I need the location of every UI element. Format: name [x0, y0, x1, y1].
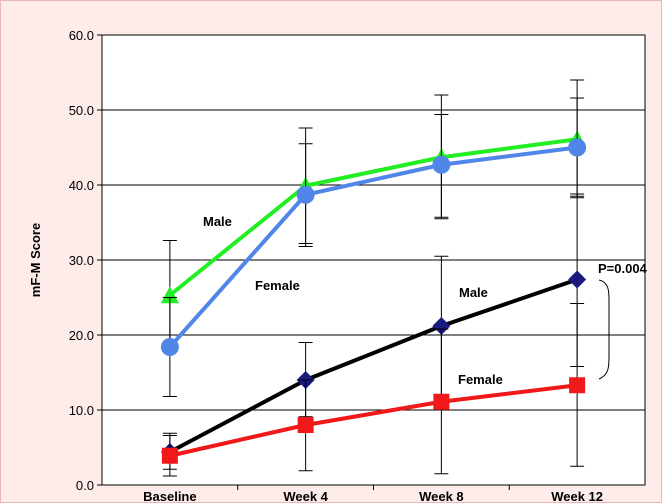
series-line — [169, 383, 578, 458]
data-point — [161, 447, 178, 464]
y-tick-label: 0.0 — [76, 478, 94, 493]
y-tick-label: 10.0 — [69, 403, 94, 418]
p-value-label: P=0.004 — [598, 261, 648, 276]
annotation-female-lower: Female — [458, 372, 503, 387]
annotation-female-upper: Female — [255, 278, 300, 293]
x-tick-label: Week 12 — [551, 489, 603, 503]
significance-bracket — [598, 279, 610, 380]
y-tick-label: 20.0 — [69, 328, 94, 343]
axes: 0.0 10.0 20.0 30.0 40.0 50.0 60.0 Baseline Week … — [69, 28, 646, 503]
data-point — [433, 393, 450, 410]
data-point — [432, 155, 451, 174]
annotation-male-lower: Male — [459, 285, 488, 300]
series-layer — [160, 79, 587, 477]
labels: mF-M Score Male Female Male Female P=0.0… — [28, 214, 648, 387]
y-tick-label: 60.0 — [69, 28, 94, 43]
x-tick-label: Baseline — [143, 489, 196, 503]
series-line — [168, 145, 578, 349]
y-axis-title: mF-M Score — [28, 223, 43, 297]
y-tick-label: 40.0 — [69, 178, 94, 193]
x-tick-label: Week 8 — [419, 489, 464, 503]
data-point — [568, 270, 587, 289]
data-point — [297, 417, 314, 433]
y-tick-label: 50.0 — [69, 103, 94, 118]
series-1 — [160, 97, 587, 397]
data-point — [432, 317, 451, 335]
series-line — [168, 277, 578, 454]
data-point — [569, 377, 586, 394]
y-tick-label: 30.0 — [69, 253, 94, 268]
series-line — [168, 137, 578, 297]
data-point — [160, 338, 179, 356]
annotation-male-upper: Male — [203, 214, 232, 229]
series-3 — [161, 303, 586, 477]
data-point — [568, 138, 587, 157]
x-tick-label: Week 4 — [283, 489, 328, 503]
data-point — [160, 286, 179, 304]
data-point — [296, 185, 315, 204]
